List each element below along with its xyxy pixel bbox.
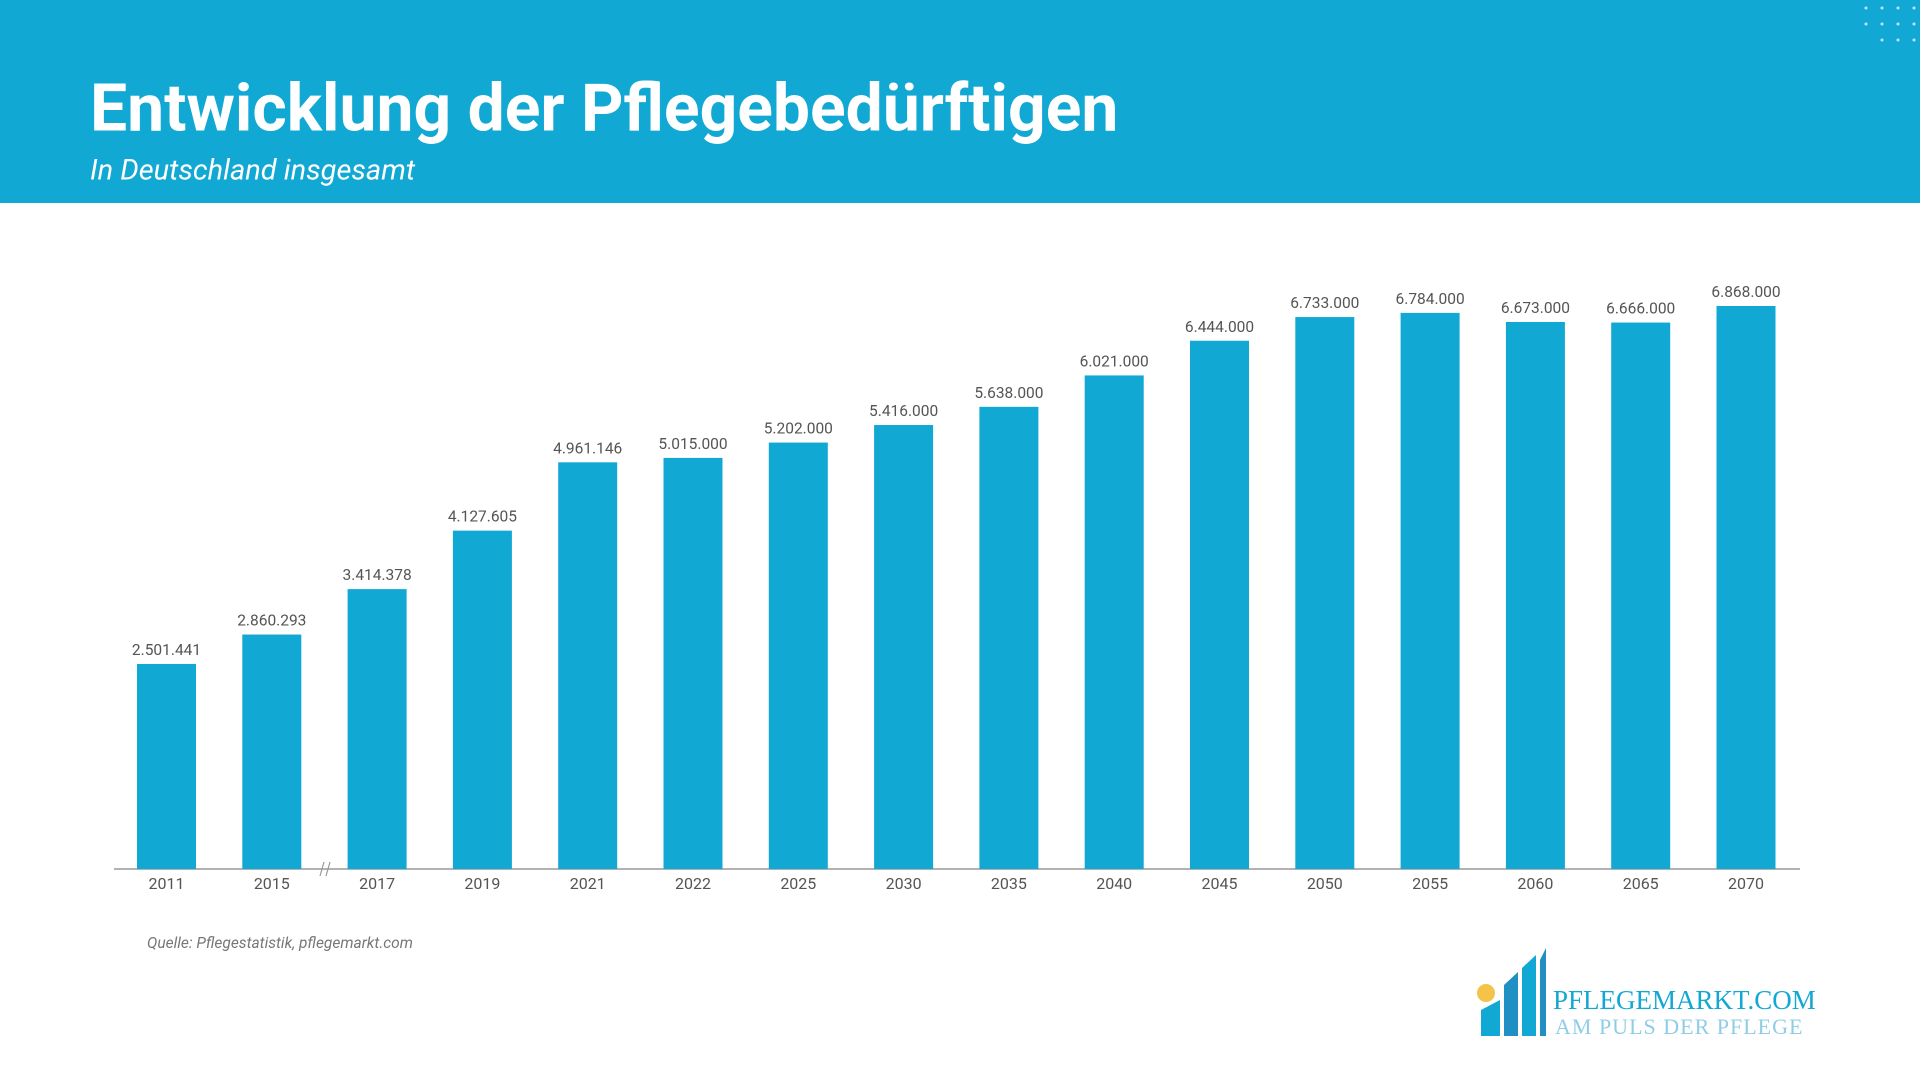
x-tick-label: 2045 [1202,874,1238,893]
value-label: 3.414.378 [343,566,412,584]
chart-subtitle: In Deutschland insgesamt [90,154,416,188]
value-label: 6.666.000 [1606,300,1675,318]
bar [242,634,302,869]
logo-name: PFLEGEMARKT.COM [1553,985,1816,1015]
value-label: 6.784.000 [1396,290,1465,308]
value-label: 4.127.605 [448,508,517,526]
value-label: 6.868.000 [1711,283,1780,301]
value-label: 5.202.000 [764,420,833,438]
value-label: 4.961.146 [553,439,622,457]
x-tick-label: 2055 [1412,874,1448,893]
bar [1295,317,1355,869]
x-tick-label: 2015 [254,874,290,893]
value-label: 6.733.000 [1290,294,1359,312]
value-label: 6.673.000 [1501,299,1570,317]
bar [768,442,828,869]
x-tick-label: 2065 [1623,874,1659,893]
bar [452,530,512,869]
x-tick-label: 2019 [464,874,500,893]
x-tick-label: 2011 [149,874,185,893]
header-band [0,0,1920,203]
x-tick-label: 2050 [1307,874,1343,893]
bar [1084,375,1144,869]
value-label: 2.501.441 [132,641,201,659]
value-label: 5.638.000 [974,384,1043,402]
x-tick-label: 2030 [886,874,922,893]
x-tick-label: 2022 [675,874,711,893]
bar [1716,306,1776,869]
value-label: 5.015.000 [658,435,727,453]
x-tick-label: 2017 [359,874,395,893]
axis-break [319,861,331,877]
x-tick-label: 2021 [570,874,606,893]
value-label: 6.444.000 [1185,318,1254,336]
x-tick-label: 2060 [1517,874,1553,893]
bar [347,589,407,869]
bar [979,406,1039,869]
bar [137,663,196,869]
x-tick-label: 2070 [1728,874,1764,893]
bar [1190,340,1249,869]
x-tick-label: 2040 [1096,874,1132,893]
bar [1400,312,1460,869]
logo: PFLEGEMARKT.COM AM PULS DER PFLEGE [1477,948,1816,1039]
bar [663,457,723,869]
bar [1505,321,1565,870]
header-dots [1864,6,1916,42]
chart-title: Entwicklung der Pflegebedürftigen [90,70,1118,147]
logo-tagline: AM PULS DER PFLEGE [1555,1014,1803,1039]
bar [1611,322,1671,869]
value-label: 5.416.000 [869,402,938,420]
value-label: 2.860.293 [237,612,306,630]
x-tick-label: 2035 [991,874,1027,893]
source-note: Quelle: Pflegestatistik, pflegemarkt.com [147,934,413,952]
x-tick-label: 2025 [780,874,816,893]
value-label: 6.021.000 [1080,353,1149,371]
bar [558,462,618,869]
bar [874,425,934,869]
